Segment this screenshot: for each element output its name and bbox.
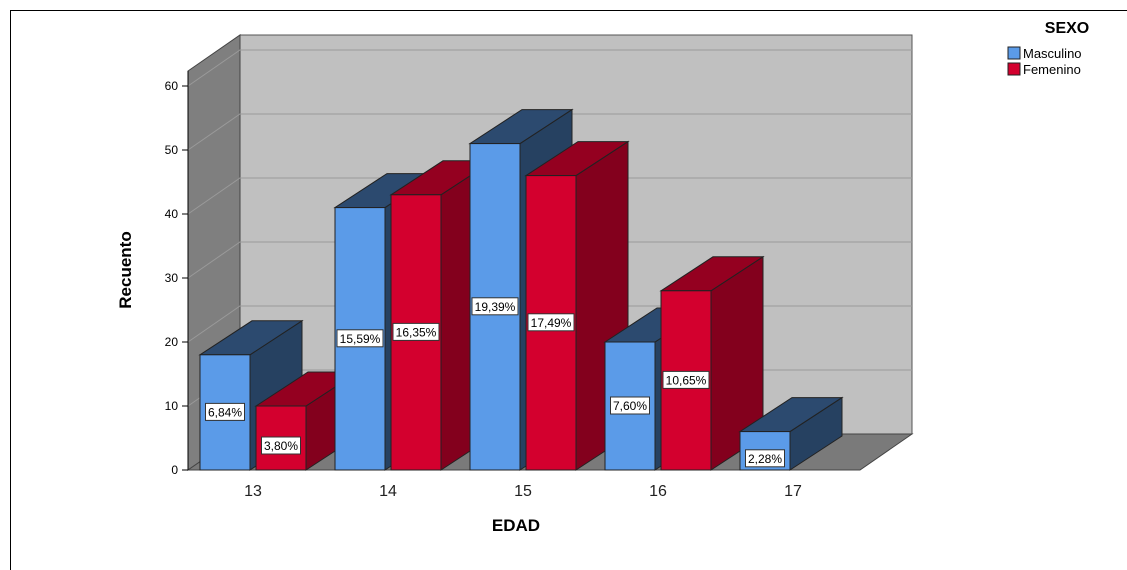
data-label: 2,28% xyxy=(745,449,785,468)
data-label-text: 19,39% xyxy=(475,300,516,314)
data-label: 15,59% xyxy=(336,329,384,348)
data-label-box xyxy=(527,313,575,332)
chart-bars xyxy=(198,108,844,471)
x-tick-label: 16 xyxy=(649,483,667,500)
data-label: 19,39% xyxy=(471,297,519,316)
data-label: 3,80% xyxy=(261,436,301,455)
data-label-text: 2,28% xyxy=(748,452,782,466)
gridline xyxy=(187,49,912,87)
y-tick-label: 60 xyxy=(165,79,179,93)
data-label-box xyxy=(336,329,384,348)
data-label: 16,35% xyxy=(392,322,440,341)
y-tick-label: 10 xyxy=(165,399,179,413)
chart-svg: 0 10 20 30 40 50 60 6,84% 3,80% 15,59% 16,35% 19,3… xyxy=(116,20,1089,535)
x-tick-label: 17 xyxy=(784,483,802,500)
data-label: 10,65% xyxy=(662,370,710,389)
data-label-box xyxy=(662,370,710,389)
legend-label: Femenino xyxy=(1023,62,1081,77)
data-labels: 6,84% 3,80% 15,59% 16,35% 19,39% 17,49% 7,60% 1… xyxy=(205,297,785,468)
chart-frame xyxy=(10,10,1127,570)
legend-item-masculino: Masculino xyxy=(1007,46,1082,61)
data-label-text: 7,60% xyxy=(613,399,647,413)
legend-item-femenino: Femenino xyxy=(1007,62,1081,77)
y-tick-label: 0 xyxy=(171,463,178,477)
legend-swatch xyxy=(1007,46,1021,60)
data-label-box xyxy=(205,402,245,421)
data-label-box xyxy=(745,449,785,468)
y-tick-label: 40 xyxy=(165,207,179,221)
legend-title: SEXO xyxy=(1045,20,1089,37)
y-axis-title: Recuento xyxy=(116,231,135,308)
data-label-box xyxy=(471,297,519,316)
y-axis-ticks: 0 10 20 30 40 50 60 xyxy=(165,71,189,477)
x-tick-label: 13 xyxy=(244,483,262,500)
data-label-box xyxy=(261,436,301,455)
gridline xyxy=(187,113,912,151)
data-label-text: 3,80% xyxy=(264,439,298,453)
x-axis-title: EDAD xyxy=(492,516,540,535)
y-tick-label: 30 xyxy=(165,271,179,285)
y-tick-label: 20 xyxy=(165,335,179,349)
x-axis-ticks: 13 14 15 16 17 xyxy=(244,483,802,500)
legend-label: Masculino xyxy=(1023,46,1082,61)
y-tick-label: 50 xyxy=(165,143,179,157)
data-label-box xyxy=(392,322,440,341)
data-label-text: 10,65% xyxy=(666,373,707,387)
gridline xyxy=(187,241,912,279)
data-label: 17,49% xyxy=(527,313,575,332)
legend-swatch xyxy=(1007,62,1021,76)
x-tick-label: 14 xyxy=(379,483,397,500)
data-label-text: 17,49% xyxy=(531,316,572,330)
data-label-box xyxy=(610,396,650,415)
data-label: 6,84% xyxy=(205,402,245,421)
x-tick-label: 15 xyxy=(514,483,532,500)
gridline xyxy=(187,177,912,215)
data-label: 7,60% xyxy=(610,396,650,415)
data-label-text: 15,59% xyxy=(340,332,381,346)
data-label-text: 6,84% xyxy=(208,405,242,419)
data-label-text: 16,35% xyxy=(396,325,437,339)
